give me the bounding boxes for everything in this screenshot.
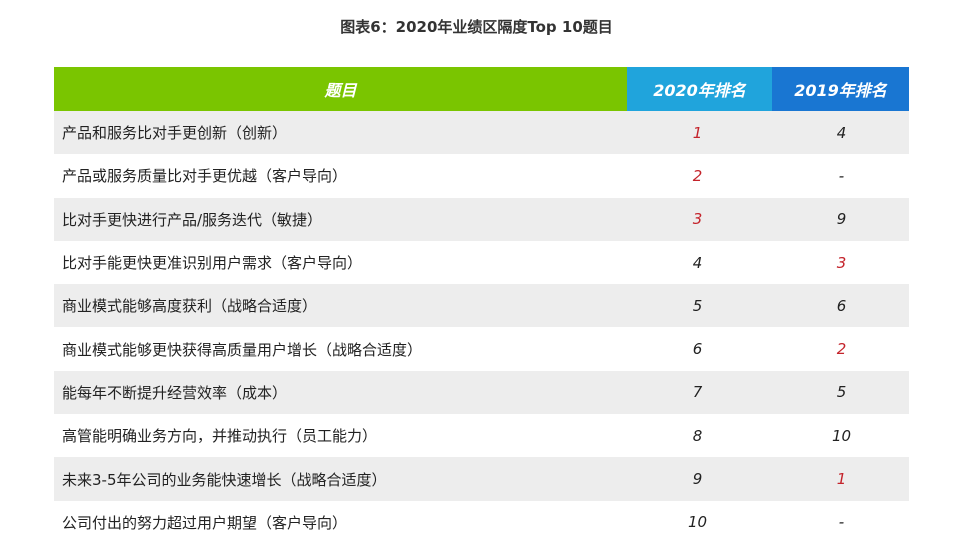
- table-row: 产品或服务质量比对手更优越（客户导向） 2-: [54, 154, 909, 198]
- table-row: 公司付出的努力超过用户期望（客户导向） 10-: [54, 500, 909, 544]
- page-title: 图表6：2020年业绩区隔度Top 10题目: [340, 18, 613, 36]
- table-row: 能每年不断提升经营效率（成本） 7 5: [54, 370, 909, 415]
- row-rank-2020: 1: [627, 111, 772, 155]
- row-rank-2019: -: [772, 500, 909, 544]
- row-topic: 商业模式能够高度获利（战略合适度）: [54, 284, 627, 328]
- row-rank-2020: 7: [627, 370, 772, 415]
- row-rank-2019: 4: [772, 111, 909, 155]
- row-topic: 未来3-5年公司的业务能快速增长（战略合适度）: [54, 457, 627, 501]
- table-row: 比对手能更快更准识别用户需求（客户导向） 4 3: [54, 240, 909, 285]
- table-row: 未来3-5年公司的业务能快速增长（战略合适度） 9 1: [54, 457, 909, 501]
- table-body: 产品和服务比对手更创新（创新） 1 4 产品或服务质量比对手更优越（客户导向） 2- 比对…: [54, 111, 909, 544]
- row-rank-2020: 6: [627, 327, 772, 371]
- table-row: 产品和服务比对手更创新（创新） 1 4: [54, 111, 909, 155]
- row-rank-2020: 3: [627, 197, 772, 241]
- row-topic: 能每年不断提升经营效率（成本）: [54, 370, 627, 415]
- row-rank-2020: 5: [627, 284, 772, 328]
- header-rank-2019: 2019年排名: [772, 67, 909, 111]
- row-topic: 产品或服务质量比对手更优越（客户导向）: [54, 154, 627, 198]
- row-rank-2020: 10: [627, 500, 772, 544]
- row-rank-2019: 6: [772, 284, 909, 328]
- row-topic: 比对手更快进行产品/服务迭代（敏捷）: [54, 197, 627, 241]
- row-rank-2019: 5: [772, 370, 909, 415]
- table-row: 比对手更快进行产品/服务迭代（敏捷） 3 9: [54, 197, 909, 241]
- row-rank-2019: 3: [772, 240, 909, 285]
- row-rank-2019: 10: [772, 414, 909, 458]
- row-topic: 产品和服务比对手更创新（创新）: [54, 111, 627, 155]
- row-rank-2019: -: [772, 154, 909, 198]
- header-rank-2020: 2020年排名: [627, 67, 772, 111]
- row-rank-2019: 1: [772, 457, 909, 501]
- row-topic: 商业模式能够更快获得高质量用户增长（战略合适度）: [54, 327, 627, 371]
- row-rank-2019: 9: [772, 197, 909, 241]
- table-header-row: 题目 2020年排名 2019年排名: [54, 67, 909, 111]
- row-rank-2020: 9: [627, 457, 772, 501]
- row-rank-2020: 4: [627, 240, 772, 285]
- row-rank-2020: 2: [627, 154, 772, 198]
- row-topic: 比对手能更快更准识别用户需求（客户导向）: [54, 240, 627, 285]
- header-topic: 题目: [54, 67, 627, 111]
- table-row: 高管能明确业务方向，并推动执行（员工能力） 8 10: [54, 414, 909, 458]
- table-row: 商业模式能够更快获得高质量用户增长（战略合适度） 6 2: [54, 327, 909, 371]
- row-rank-2020: 8: [627, 414, 772, 458]
- row-topic: 高管能明确业务方向，并推动执行（员工能力）: [54, 414, 627, 458]
- row-rank-2019: 2: [772, 327, 909, 371]
- ranking-table: 题目 2020年排名 2019年排名 产品和服务比对手更创新（创新） 1 4 产品或服…: [54, 67, 909, 544]
- row-topic: 公司付出的努力超过用户期望（客户导向）: [54, 500, 627, 544]
- table-row: 商业模式能够高度获利（战略合适度） 5 6: [54, 284, 909, 328]
